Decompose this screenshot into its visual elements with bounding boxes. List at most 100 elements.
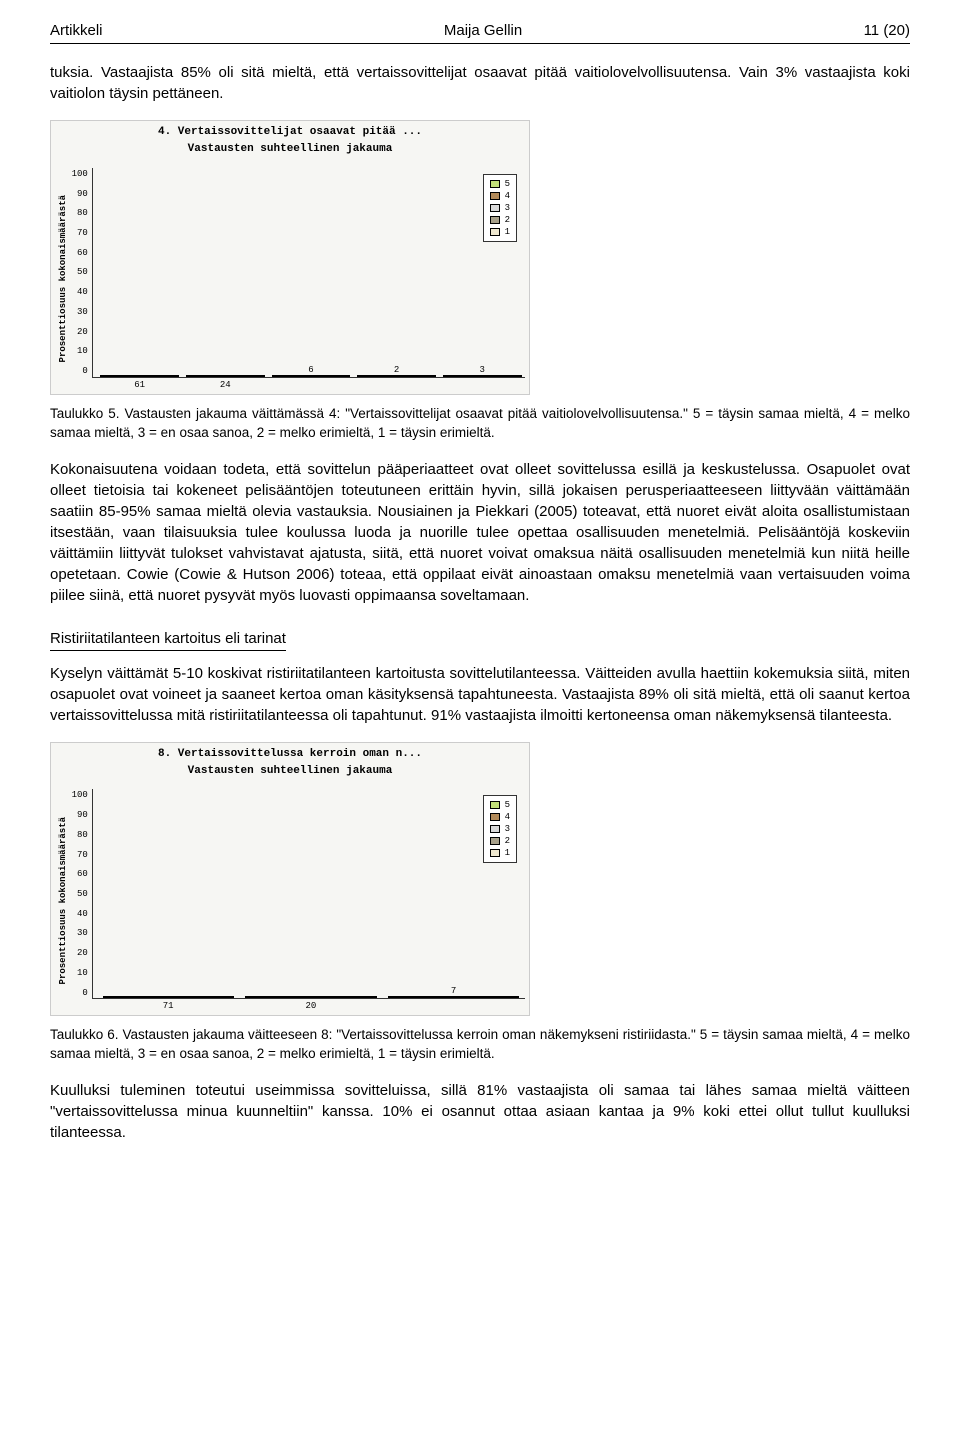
legend-swatch — [490, 813, 500, 821]
bar: 3 — [443, 375, 522, 377]
legend-swatch — [490, 204, 500, 212]
ytick: 20 — [72, 326, 88, 339]
legend-label: 1 — [505, 226, 510, 238]
chart-1-plot: 54321 6124623 — [92, 168, 525, 378]
ytick: 50 — [72, 888, 88, 901]
bar-slot: 7 — [382, 996, 525, 998]
legend-label: 3 — [505, 202, 510, 214]
legend-label: 3 — [505, 823, 510, 835]
ytick: 30 — [72, 927, 88, 940]
chart-2-ylabel: Prosenttiosuus kokonaismäärästä — [55, 817, 72, 984]
legend-swatch — [490, 180, 500, 188]
caption-1: Taulukko 5. Vastausten jakauma väittämäs… — [50, 405, 910, 443]
ytick: 90 — [72, 188, 88, 201]
legend-label: 4 — [505, 190, 510, 202]
ytick: 80 — [72, 207, 88, 220]
legend-swatch — [490, 192, 500, 200]
legend-label: 2 — [505, 835, 510, 847]
body-paragraph-3: Kuulluksi tuleminen toteutui useimmissa … — [50, 1080, 910, 1143]
section-heading: Ristiriitatilanteen kartoitus eli tarina… — [50, 622, 910, 663]
bar-value-label: 7 — [389, 985, 518, 998]
ytick: 70 — [72, 227, 88, 240]
chart-1-title: 4. Vertaissovittelijat osaavat pitää ... — [55, 125, 525, 140]
ytick: 40 — [72, 286, 88, 299]
chart-2-subtitle: Vastausten suhteellinen jakauma — [55, 764, 525, 779]
intro-paragraph: tuksia. Vastaajista 85% oli sitä mieltä,… — [50, 62, 910, 104]
ytick: 90 — [72, 809, 88, 822]
bar: 61 — [100, 375, 179, 377]
legend-swatch — [490, 825, 500, 833]
legend-row: 3 — [490, 202, 510, 214]
bar-slot: 71 — [97, 996, 240, 998]
ytick: 100 — [72, 168, 88, 181]
caption-2: Taulukko 6. Vastausten jakauma väitteese… — [50, 1026, 910, 1064]
chart-2-yaxis: 1009080706050403020100 — [72, 789, 92, 999]
chart-1-yaxis: 1009080706050403020100 — [72, 168, 92, 378]
legend-label: 5 — [505, 799, 510, 811]
ytick: 60 — [72, 868, 88, 881]
chart-2: 8. Vertaissovittelussa kerroin oman n...… — [50, 742, 530, 1017]
chart-1-legend: 54321 — [483, 174, 517, 242]
legend-swatch — [490, 216, 500, 224]
ytick: 0 — [72, 987, 88, 1000]
legend-row: 2 — [490, 214, 510, 226]
chart-1: 4. Vertaissovittelijat osaavat pitää ...… — [50, 120, 530, 395]
chart-2-plot: 54321 71 20 7 — [92, 789, 525, 999]
bar-slot: 3 — [439, 375, 525, 377]
bar: 2 — [357, 375, 436, 377]
legend-swatch — [490, 837, 500, 845]
header-center: Maija Gellin — [444, 20, 522, 41]
bar-value-label: 61 — [101, 379, 178, 392]
chart-2-title: 8. Vertaissovittelussa kerroin oman n... — [55, 747, 525, 762]
section-heading-text: Ristiriitatilanteen kartoitus eli tarina… — [50, 628, 286, 651]
bar-value-label: 2 — [358, 364, 435, 377]
ytick: 0 — [72, 365, 88, 378]
legend-label: 2 — [505, 214, 510, 226]
ytick: 30 — [72, 306, 88, 319]
ytick: 50 — [72, 266, 88, 279]
legend-row: 1 — [490, 226, 510, 238]
bar-value-label: 24 — [187, 379, 264, 392]
bar: 20 — [245, 996, 376, 998]
ytick: 100 — [72, 789, 88, 802]
ytick: 70 — [72, 849, 88, 862]
body-paragraph-1: Kokonaisuutena voidaan todeta, että sovi… — [50, 459, 910, 606]
legend-row: 1 — [490, 847, 510, 859]
ytick: 10 — [72, 345, 88, 358]
ytick: 80 — [72, 829, 88, 842]
ytick: 40 — [72, 908, 88, 921]
bar-slot: 61 — [97, 375, 183, 377]
legend-swatch — [490, 228, 500, 236]
bar-slot: 20 — [240, 996, 383, 998]
bar-value-label: 20 — [246, 1000, 375, 1013]
bar: 6 — [272, 375, 351, 377]
ytick: 60 — [72, 247, 88, 260]
legend-swatch — [490, 801, 500, 809]
bar-value-label: 71 — [104, 1000, 233, 1013]
bar-slot: 2 — [354, 375, 440, 377]
legend-label: 4 — [505, 811, 510, 823]
bar: 24 — [186, 375, 265, 377]
ytick: 10 — [72, 967, 88, 980]
ytick: 20 — [72, 947, 88, 960]
bar-slot: 6 — [268, 375, 354, 377]
bar-slot: 24 — [182, 375, 268, 377]
legend-row: 4 — [490, 811, 510, 823]
body-paragraph-2: Kyselyn väittämät 5-10 koskivat ristirii… — [50, 663, 910, 726]
legend-row: 5 — [490, 799, 510, 811]
bar: 7 — [388, 996, 519, 998]
legend-label: 1 — [505, 847, 510, 859]
bar: 71 — [103, 996, 234, 998]
legend-label: 5 — [505, 178, 510, 190]
bar-value-label: 3 — [444, 364, 521, 377]
legend-row: 5 — [490, 178, 510, 190]
header-left: Artikkeli — [50, 20, 103, 41]
legend-row: 4 — [490, 190, 510, 202]
legend-row: 2 — [490, 835, 510, 847]
chart-1-subtitle: Vastausten suhteellinen jakauma — [55, 142, 525, 157]
legend-swatch — [490, 849, 500, 857]
header-right: 11 (20) — [864, 20, 910, 41]
chart-2-legend: 54321 — [483, 795, 517, 863]
bar-value-label: 6 — [273, 364, 350, 377]
legend-row: 3 — [490, 823, 510, 835]
